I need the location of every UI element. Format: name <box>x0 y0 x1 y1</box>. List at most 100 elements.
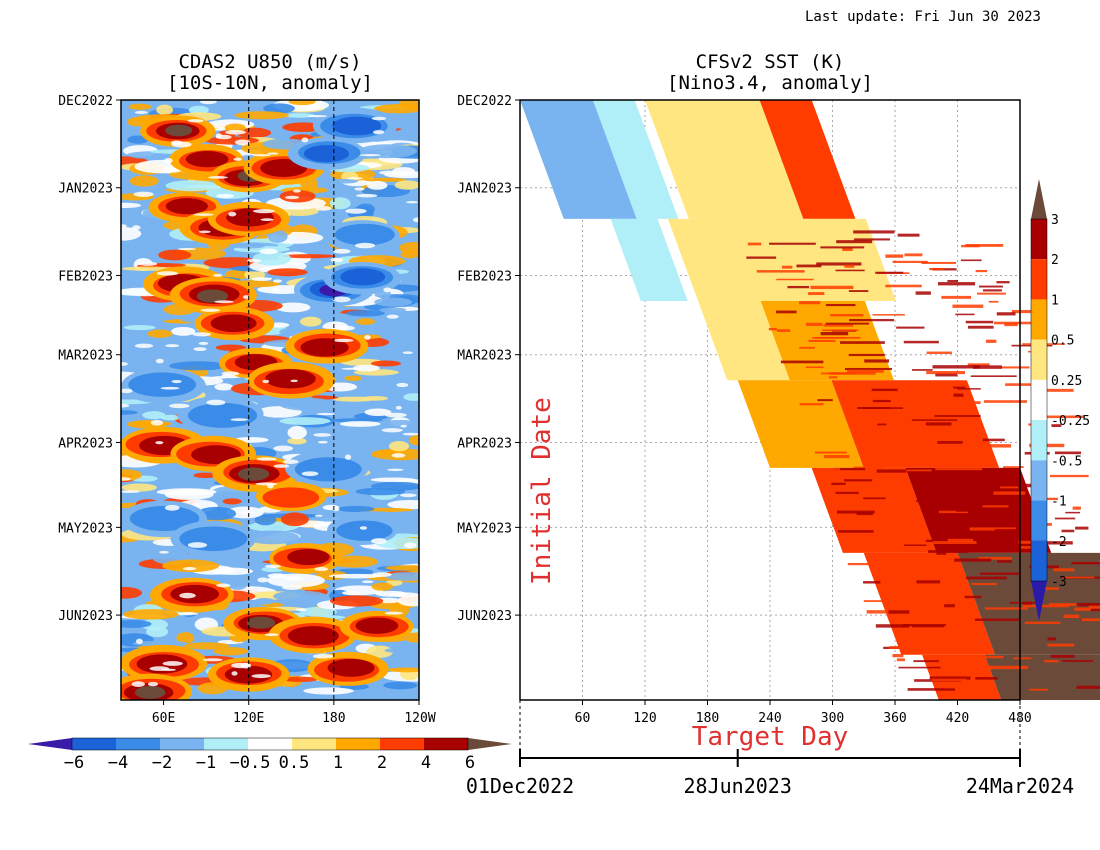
near-zero-fleck <box>347 177 363 180</box>
ensemble-streak <box>903 340 939 344</box>
near-zero-fleck <box>177 612 199 616</box>
anomaly-patch-core <box>165 198 208 215</box>
ensemble-streak <box>782 265 793 269</box>
ensemble-streak <box>965 576 1007 580</box>
near-zero-fleck <box>134 343 154 348</box>
colorbar-box <box>1031 500 1047 541</box>
ensemble-streak <box>799 346 815 349</box>
colorbar-label: −6 <box>64 753 84 773</box>
ensemble-streak <box>1081 618 1100 622</box>
ensemble-streak <box>831 482 846 485</box>
anomaly-streak <box>400 250 419 259</box>
left-chart-subtitle: [10S-10N, anomaly] <box>167 72 373 94</box>
ensemble-streak <box>957 388 981 390</box>
ensemble-streak <box>872 314 905 316</box>
near-zero-fleck <box>216 583 231 588</box>
near-zero-fleck <box>121 477 131 481</box>
ensemble-streak <box>898 666 941 669</box>
near-zero-fleck <box>251 674 271 679</box>
anomaly-streak <box>234 243 266 249</box>
ensemble-streak <box>885 254 904 258</box>
forecast-band <box>667 218 897 301</box>
near-zero-fleck <box>192 332 212 337</box>
near-zero-fleck <box>400 424 407 428</box>
anomaly-patch-core <box>287 548 330 566</box>
ensemble-streak <box>866 610 894 614</box>
anomaly-patch-core <box>336 520 393 541</box>
ensemble-streak <box>911 419 958 421</box>
near-zero-fleck <box>200 100 217 105</box>
anomaly-streak <box>391 375 419 389</box>
near-zero-fleck <box>225 130 246 135</box>
ensemble-streak <box>1038 541 1073 545</box>
anomaly-streak <box>193 472 218 479</box>
near-zero-fleck <box>400 493 417 498</box>
ensemble-streak <box>929 267 945 271</box>
anomaly-patch-core <box>179 526 248 552</box>
colorbar-label: -2 <box>1051 535 1067 550</box>
anomaly-streak <box>147 329 173 338</box>
ensemble-streak <box>823 454 850 459</box>
ensemble-streak <box>937 282 976 286</box>
ensemble-streak <box>1024 621 1061 624</box>
colorbar-arrow-low <box>1031 581 1047 621</box>
near-zero-fleck <box>252 154 271 157</box>
colorbar-box <box>248 738 292 750</box>
ensemble-streak <box>926 371 965 375</box>
y-tick-label: FEB2023 <box>58 269 113 284</box>
ensemble-streak <box>915 500 933 502</box>
near-zero-fleck <box>313 433 331 437</box>
ensemble-streak <box>935 372 958 377</box>
ensemble-streak <box>934 415 981 417</box>
anomaly-streak <box>331 178 358 184</box>
near-zero-fleck <box>292 189 301 193</box>
near-zero-fleck <box>150 419 164 426</box>
ensemble-streak <box>953 386 966 389</box>
ensemble-streak <box>936 551 947 555</box>
ensemble-streak <box>857 407 891 409</box>
anomaly-streak <box>121 619 152 628</box>
ensemble-streak <box>838 530 874 533</box>
anomaly-streak <box>384 647 419 654</box>
near-zero-fleck <box>395 405 402 410</box>
anomaly-streak <box>280 512 309 527</box>
near-zero-fleck <box>267 152 279 155</box>
colorbar-box <box>204 738 248 750</box>
ensemble-streak <box>979 572 1021 575</box>
anomaly-patch-core <box>334 223 395 246</box>
near-zero-fleck <box>354 242 376 249</box>
near-zero-fleck <box>255 482 278 486</box>
ensemble-streak <box>892 260 928 264</box>
ensemble-streak <box>937 441 963 444</box>
left-chart-title: CDAS2 U850 (m/s) <box>178 51 361 73</box>
ensemble-streak <box>965 243 1004 247</box>
colorbar-label: −0.5 <box>230 753 271 773</box>
forecast-band <box>592 100 679 219</box>
anomaly-streak <box>245 530 300 545</box>
x-tick-label: 420 <box>946 711 969 726</box>
ensemble-streak <box>982 289 1002 292</box>
anomaly-streak <box>370 481 419 491</box>
colorbar-arrow-low <box>28 738 72 750</box>
right-chart-title: CFSv2 SST (K) <box>696 51 845 73</box>
near-zero-fleck <box>187 542 208 548</box>
anomaly-streak <box>344 375 362 382</box>
ensemble-streak <box>828 376 838 379</box>
anomaly-streak <box>397 595 419 607</box>
ensemble-streak <box>1054 451 1081 455</box>
near-zero-fleck <box>372 572 392 577</box>
ensemble-streak <box>842 247 853 251</box>
anomaly-streak <box>130 244 185 250</box>
near-zero-fleck <box>307 105 315 112</box>
right-chart-subtitle: [Nino3.4, anomaly] <box>667 72 873 94</box>
ensemble-streak <box>835 269 865 272</box>
near-zero-fleck <box>332 507 340 512</box>
anomaly-streak <box>279 417 331 425</box>
near-zero-fleck <box>179 592 196 599</box>
colorbar-box <box>72 738 116 750</box>
ensemble-streak <box>756 270 805 273</box>
ensemble-streak <box>844 264 855 268</box>
anomaly-streak <box>403 393 419 401</box>
ensemble-streak <box>1047 643 1075 647</box>
anomaly-streak <box>385 565 419 571</box>
